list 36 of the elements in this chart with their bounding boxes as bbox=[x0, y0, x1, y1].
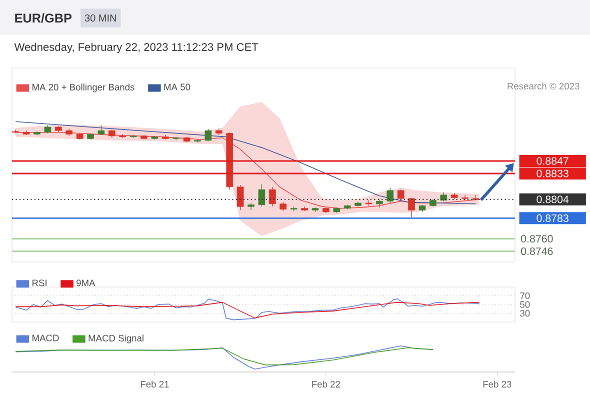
annotation: Research © 2023 bbox=[508, 82, 580, 90]
x-tick-label: Feb 21 bbox=[140, 380, 169, 388]
candlestick bbox=[12, 129, 19, 134]
candlestick bbox=[408, 197, 415, 218]
chart-title: EUR/GBP bbox=[15, 13, 72, 23]
legend-label: MA 50 bbox=[164, 84, 190, 90]
ref-line-label: 0.8833 bbox=[536, 170, 568, 178]
candlestick bbox=[397, 189, 404, 202]
legend-label: MACD Signal bbox=[88, 334, 144, 344]
line-series bbox=[15, 298, 480, 320]
candlestick bbox=[376, 199, 383, 208]
candlestick bbox=[204, 128, 212, 142]
ref-line-label: 0.8783 bbox=[536, 214, 568, 222]
y-tick-label: 50 bbox=[520, 301, 530, 308]
ref-line-label: 0.8804 bbox=[536, 196, 569, 204]
ref-line-label: 0.8746 bbox=[521, 247, 553, 256]
candlestick bbox=[236, 184, 244, 210]
x-tick-label: Feb 23 bbox=[483, 380, 512, 388]
legend-label: MACD bbox=[32, 334, 59, 342]
candlestick bbox=[462, 194, 468, 201]
y-tick-label: 70 bbox=[520, 292, 530, 300]
candlestick bbox=[248, 202, 254, 210]
text: 30 MIN bbox=[84, 14, 116, 22]
legend-label: RSI bbox=[32, 280, 46, 286]
chart-subtitle: Wednesday, February 22, 2023 11:12:23 PM CET bbox=[14, 42, 258, 54]
legend-label: MA 20 + Bollinger Bands bbox=[32, 84, 134, 92]
ref-line-label: 0.8760 bbox=[521, 234, 553, 243]
legend-label: 9MA bbox=[76, 280, 96, 286]
ref-line-label: 0.8847 bbox=[536, 157, 568, 165]
x-tick-label: Feb 22 bbox=[312, 380, 340, 388]
candlestick bbox=[269, 186, 276, 207]
line-series bbox=[15, 302, 480, 318]
y-tick-label: 30 bbox=[520, 310, 530, 317]
candlestick bbox=[386, 187, 394, 204]
candlestick bbox=[258, 184, 266, 207]
candlestick bbox=[98, 124, 105, 136]
